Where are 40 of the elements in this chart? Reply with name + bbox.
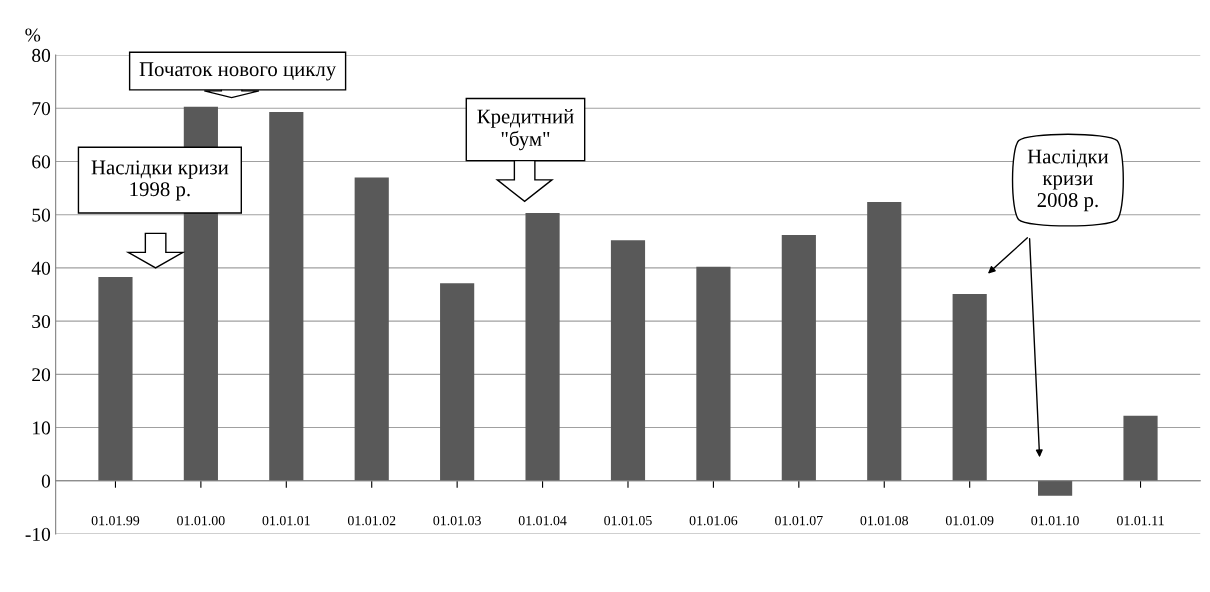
x-tick-label: 01.01.06 <box>689 515 738 526</box>
y-tick-label: 0 <box>41 474 51 488</box>
x-tick-label: 01.01.05 <box>604 515 652 526</box>
y-tick-label: 70 <box>32 102 51 116</box>
annotation: Початок нового циклу <box>139 62 337 81</box>
bar <box>610 240 646 481</box>
annotation: Наслідки кризи 1998 р. <box>91 160 229 201</box>
bar <box>1038 480 1073 496</box>
y-tick-label: 80 <box>32 48 51 62</box>
x-tick-label: 01.01.00 <box>177 515 225 526</box>
bar <box>867 201 902 481</box>
annotation: Кредитний "бум" <box>477 109 574 151</box>
x-tick-label: 01.01.11 <box>1117 515 1164 526</box>
y-tick-label: -10 <box>25 527 51 541</box>
y-tick-label: 20 <box>32 368 51 382</box>
bar <box>952 293 987 481</box>
x-tick-label: 01.01.04 <box>518 515 567 526</box>
x-tick-label: 01.01.03 <box>433 515 481 526</box>
x-tick-label: 01.01.02 <box>347 515 396 526</box>
y-tick-label: 40 <box>31 261 51 275</box>
bar <box>781 234 816 481</box>
bar <box>1123 415 1158 481</box>
x-tick-label: 01.01.08 <box>860 515 909 526</box>
bar <box>269 112 304 481</box>
annotation: Наслідки кризи 2008 р. <box>1027 149 1109 212</box>
bar <box>696 266 731 481</box>
x-tick-label: 01.01.01 <box>262 515 310 526</box>
bar <box>98 276 133 481</box>
x-tick-label: 01.01.99 <box>91 515 140 526</box>
y-axis-title: % <box>25 28 41 42</box>
x-tick-label: 01.01.10 <box>1031 515 1079 526</box>
y-tick-label: 10 <box>33 421 51 435</box>
y-tick-label: 50 <box>32 208 51 222</box>
bar <box>525 213 560 481</box>
y-tick-label: 60 <box>32 155 51 169</box>
x-tick-label: 01.01.09 <box>945 515 994 526</box>
bar <box>440 283 475 481</box>
bar <box>354 177 389 481</box>
y-tick-label: 30 <box>32 314 51 329</box>
x-tick-label: 01.01.07 <box>775 515 823 526</box>
